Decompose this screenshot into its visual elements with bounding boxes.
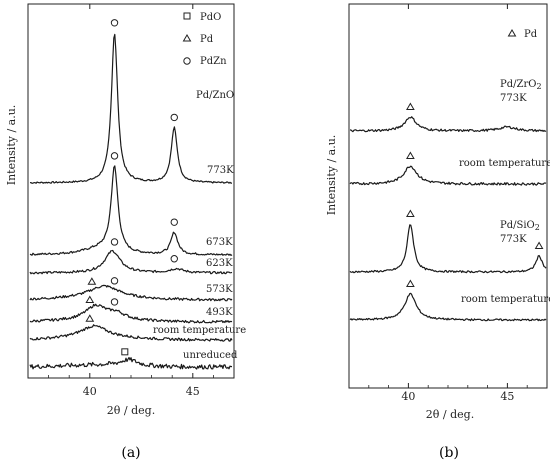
panel-a-y-axis-title: Intensity / a.u. xyxy=(5,105,18,186)
pd-peak-marker xyxy=(406,102,415,110)
trace-label-673k: 673K xyxy=(206,237,233,248)
xrd-trace xyxy=(29,33,232,184)
pdzn-peak-marker xyxy=(110,152,119,160)
x-tick-label: 45 xyxy=(500,390,514,403)
trace-label-573k: 573K xyxy=(206,284,233,295)
panel-b-peak-markers xyxy=(406,102,544,287)
trace-label-unreduced: unreduced xyxy=(183,350,238,361)
pdzn-peak-marker xyxy=(170,113,178,122)
legend-b-pd-label: Pd xyxy=(524,29,538,40)
pd-peak-marker xyxy=(406,209,415,217)
panel-b-label-pd-zro2: Pd/ZrO2 xyxy=(500,79,542,91)
pdzn-peak-marker xyxy=(170,255,178,263)
xrd-trace xyxy=(29,324,233,342)
panel-a-traces xyxy=(29,33,233,370)
pd-peak-marker xyxy=(406,151,415,159)
xrd-trace xyxy=(29,303,233,324)
panel-b-label-pd-sio2: Pd/SiO2 xyxy=(500,220,540,232)
xrd-trace xyxy=(349,292,547,322)
panel-a-x-ticks: 40 45 xyxy=(27,4,235,398)
panel-a-x-axis-title: 2θ / deg. xyxy=(107,404,155,417)
panel-a-sample-label: Pd/ZnO xyxy=(196,90,234,101)
panel-a-caption: (a) xyxy=(121,445,140,461)
xrd-trace xyxy=(29,165,233,256)
pd-peak-marker xyxy=(87,277,97,285)
pdzn-peak-marker xyxy=(110,238,119,246)
panel-b-frame xyxy=(348,3,548,389)
trace-label-773k: 773K xyxy=(207,165,234,176)
xrd-trace xyxy=(350,116,547,133)
panel-a-legend: PdO Pd PdZn xyxy=(182,12,227,67)
pd-peak-marker xyxy=(406,279,415,287)
legend-pdo-label: PdO xyxy=(200,12,221,23)
panel-b-x-ticks: 40 45 xyxy=(348,4,548,403)
x-tick-label: 45 xyxy=(186,385,200,398)
legend-pdo-marker xyxy=(183,12,191,20)
legend-pdzn-marker xyxy=(183,57,191,65)
panel-b-label-773k-si: 773K xyxy=(500,234,527,245)
panel-b-y-axis-title: Intensity / a.u. xyxy=(325,135,338,216)
legend-pdzn-label: PdZn xyxy=(200,56,227,67)
xrd-trace xyxy=(29,284,233,302)
trace-label-room-temperature-b1: room temperature xyxy=(459,158,550,169)
legend-b-pd-marker xyxy=(507,29,517,37)
x-tick-label: 40 xyxy=(401,390,415,403)
panel-b-label-773k-zr: 773K xyxy=(500,93,527,104)
pdzn-peak-marker xyxy=(170,218,178,226)
pd-peak-marker xyxy=(85,314,95,322)
panel-b-caption: (b) xyxy=(439,445,459,461)
trace-label-room-temperature-a: room temperature xyxy=(153,325,246,336)
xrd-trace xyxy=(29,249,233,275)
pd-peak-marker xyxy=(85,295,95,304)
pd-peak-marker xyxy=(534,241,544,249)
panel-b: 40 45 Pd Pd/ZrO2 773K room temperature Pd… xyxy=(325,3,550,461)
pdzn-peak-marker xyxy=(110,19,119,27)
legend-pd-label: Pd xyxy=(200,34,214,45)
pdo-peak-marker xyxy=(121,348,129,356)
xrd-trace xyxy=(349,224,547,274)
x-tick-label: 40 xyxy=(83,385,97,398)
xrd-trace xyxy=(29,356,233,370)
trace-label-room-temperature-b2: room temperature xyxy=(461,294,550,305)
panel-b-legend: Pd xyxy=(507,29,538,40)
panel-a: 40 45 PdO Pd PdZn Pd/ZnO 773K 673K 623K 5… xyxy=(5,3,246,461)
panel-b-x-axis-title: 2θ / deg. xyxy=(426,408,474,421)
pdzn-peak-marker xyxy=(110,298,119,306)
trace-label-493k: 493K xyxy=(206,307,233,318)
panel-b-traces xyxy=(349,116,547,322)
pdzn-peak-marker xyxy=(110,277,119,285)
trace-label-623k: 623K xyxy=(206,258,233,269)
panel-a-peak-markers xyxy=(85,19,178,356)
xrd-trace xyxy=(349,165,547,186)
legend-pd-marker xyxy=(182,34,192,42)
